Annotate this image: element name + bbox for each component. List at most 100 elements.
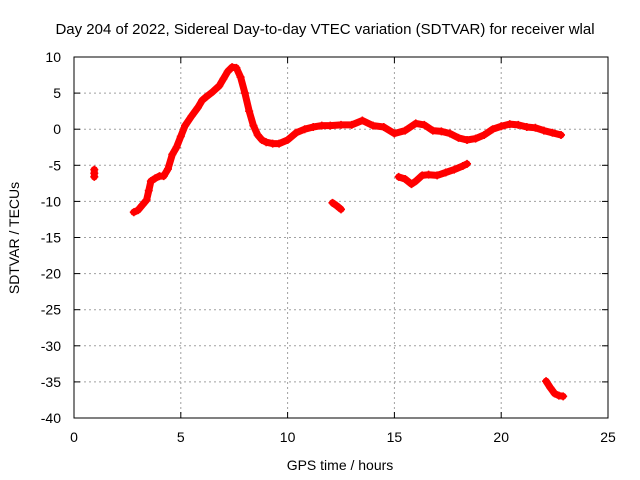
data-point (198, 96, 207, 105)
data-point (292, 128, 301, 137)
data-point (187, 112, 196, 121)
data-point (240, 89, 249, 98)
data-point (236, 73, 245, 82)
data-point (134, 206, 143, 215)
data-point (193, 103, 202, 112)
data-point (411, 177, 420, 186)
data-point (463, 136, 472, 145)
y-tick-label: -10 (41, 193, 61, 209)
data-point (138, 201, 147, 210)
data-point (471, 134, 480, 143)
data-point (480, 130, 489, 139)
y-tick-label: 5 (53, 85, 61, 101)
data-point (172, 143, 181, 152)
x-tick-label: 0 (70, 429, 78, 445)
y-tick-label: -30 (41, 338, 61, 354)
gridlines (74, 57, 608, 418)
data-point (159, 172, 168, 181)
data-point (245, 107, 254, 116)
data-point (420, 120, 429, 129)
data-point (522, 123, 531, 132)
data-point (458, 162, 467, 171)
y-tick-label: -5 (49, 157, 62, 173)
y-tick-label: -20 (41, 266, 61, 282)
data-point (168, 150, 177, 159)
data-point (433, 171, 442, 180)
data-point (326, 121, 335, 130)
data-point (208, 87, 217, 96)
trace-afternoon-segment (395, 160, 471, 188)
data-point (454, 133, 463, 142)
data-point (347, 120, 356, 129)
data-point (531, 123, 540, 132)
data-point (309, 123, 318, 132)
data-point (411, 119, 420, 128)
data-point (176, 132, 185, 141)
data-point (129, 208, 138, 217)
data-point (337, 120, 345, 129)
data-point (262, 138, 271, 147)
data-point (428, 126, 437, 135)
y-axis-label: SDTVAR / TECUs (6, 182, 22, 294)
data-point (550, 389, 559, 398)
chart-title: Day 204 of 2022, Sidereal Day-to-day VTE… (55, 21, 594, 38)
plot-frame (73, 56, 609, 419)
y-tick-label: -15 (41, 230, 61, 246)
data-point (249, 121, 258, 130)
data-point (539, 126, 548, 135)
data-point (144, 186, 153, 195)
data-point (488, 125, 497, 134)
data-point (300, 125, 309, 134)
axis-ticks: 0 5 10 15 20 25 10 5 0 -5 -10 -15 -20 -25 -30 -35 -40 (41, 49, 616, 445)
data-point (497, 122, 506, 131)
data-point (223, 67, 232, 76)
data-point (358, 116, 367, 125)
data-point (546, 383, 555, 392)
data-point (253, 130, 262, 139)
y-tick-label: -25 (41, 302, 61, 318)
data-point (424, 170, 433, 179)
data-point (401, 175, 410, 184)
y-tick-label: 0 (53, 121, 61, 137)
data-point (559, 392, 568, 401)
data-point (283, 136, 292, 145)
data-point (151, 174, 160, 183)
data-point (181, 121, 190, 130)
y-tick-label: 10 (45, 49, 61, 65)
data-point (163, 164, 172, 173)
data-point (215, 81, 224, 90)
data-point (557, 130, 566, 139)
data-point (548, 128, 557, 137)
data-point (514, 120, 523, 129)
data-point (369, 121, 378, 130)
x-tick-label: 15 (387, 429, 403, 445)
data-point (441, 168, 450, 177)
data-point (379, 123, 388, 132)
data-point (463, 159, 472, 168)
data-point (401, 126, 410, 135)
data-point (146, 177, 155, 186)
y-tick-label: -40 (41, 410, 61, 426)
x-tick-label: 25 (600, 429, 616, 445)
data-point (505, 120, 514, 129)
data-point (407, 180, 416, 189)
data-point (437, 127, 446, 136)
data-point (142, 195, 151, 204)
data-point (450, 165, 459, 174)
y-tick-label: -35 (41, 374, 61, 390)
x-tick-label: 5 (177, 429, 185, 445)
data-point (219, 74, 228, 83)
data-point (317, 121, 326, 130)
data-point (542, 377, 551, 386)
data-point (232, 63, 241, 72)
data-point (332, 201, 341, 210)
data-point (257, 136, 266, 145)
trace-main-trace (130, 63, 565, 216)
x-tick-label: 20 (493, 429, 509, 445)
data-point (390, 129, 399, 138)
data-point (337, 205, 345, 214)
data-point (202, 92, 211, 101)
x-axis-label: GPS time / hours (287, 457, 394, 473)
data-point (394, 172, 403, 181)
